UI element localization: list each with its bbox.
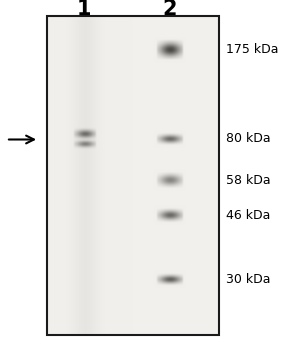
Text: 46 kDa: 46 kDa xyxy=(226,209,271,222)
Text: 30 kDa: 30 kDa xyxy=(226,273,271,285)
Text: 2: 2 xyxy=(162,0,177,19)
Text: 58 kDa: 58 kDa xyxy=(226,174,271,187)
Bar xyxy=(46,16,219,335)
Text: 1: 1 xyxy=(77,0,91,19)
Text: 80 kDa: 80 kDa xyxy=(226,132,271,145)
Text: 175 kDa: 175 kDa xyxy=(226,43,279,56)
